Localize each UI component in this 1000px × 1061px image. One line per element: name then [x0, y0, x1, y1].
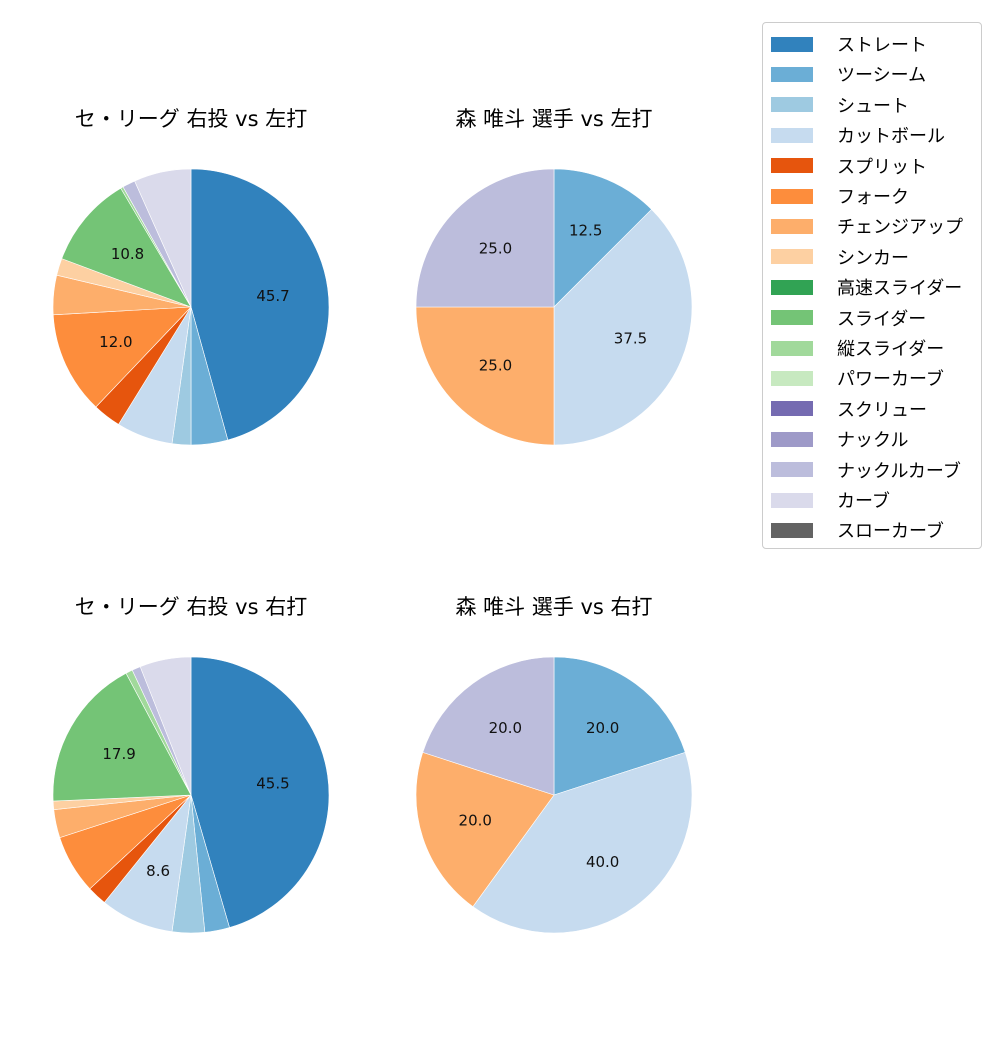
legend-swatch: [771, 492, 813, 508]
chart-title: 森 唯斗 選手 vs 左打: [455, 107, 653, 131]
legend-label: スライダー: [837, 308, 927, 330]
legend-label: シュート: [837, 95, 909, 117]
pie-slice: [553, 208, 693, 446]
pie-slice: [190, 656, 330, 928]
slice-value-label: 25.0: [479, 239, 512, 257]
legend-item: チェンジアップ: [771, 215, 963, 239]
legend-swatch: [771, 249, 813, 265]
legend-label: ナックルカーブ: [837, 460, 961, 482]
slice-value-label: 17.9: [102, 745, 135, 763]
chart-title: セ・リーグ 右投 vs 左打: [74, 107, 308, 131]
legend-item: スローカーブ: [771, 519, 944, 543]
legend-label: 縦スライダー: [837, 339, 945, 360]
legend-swatch: [771, 431, 813, 447]
legend-swatch: [771, 310, 813, 326]
legend-swatch: [771, 370, 813, 386]
chart-title: セ・リーグ 右投 vs 右打: [74, 595, 308, 619]
slice-value-label: 45.7: [256, 287, 289, 305]
legend-swatch: [771, 127, 813, 143]
legend-swatch: [771, 522, 813, 538]
legend-item: シュート: [771, 94, 909, 117]
legend-swatch: [771, 462, 813, 478]
slice-value-label: 12.0: [99, 333, 132, 351]
pie-slice: [422, 656, 555, 796]
legend-item: ストレート: [771, 33, 927, 56]
pie-panel-league-vs-right: セ・リーグ 右投 vs 右打 45.5 8.6 17.9: [11, 591, 371, 1061]
slice-value-label: 8.6: [146, 862, 170, 880]
legend-item: パワーカーブ: [771, 367, 944, 391]
legend-swatch: [771, 66, 813, 82]
slice-value-label: 25.0: [479, 357, 512, 375]
pie-slice: [553, 656, 686, 796]
legend-swatch: [771, 279, 813, 295]
legend-label: スクリュー: [837, 399, 927, 421]
legend-label: シンカー: [837, 247, 909, 269]
pie-slice: [415, 168, 555, 308]
legend-item: シンカー: [771, 246, 909, 269]
legend-item: フォーク: [771, 185, 909, 208]
legend: ストレートツーシームシュートカットボール スプリットフォークチェンジアップ シンカー…: [762, 22, 982, 549]
pie-panel-league-vs-left: セ・リーグ 右投 vs 左打 45.7 12.0 10.8: [11, 103, 371, 573]
legend-label: ツーシーム: [837, 65, 927, 87]
slice-value-label: 20.0: [489, 719, 522, 737]
legend-item: スプリット: [771, 155, 927, 178]
legend-label: パワーカーブ: [837, 369, 944, 391]
legend-label: チェンジアップ: [837, 217, 963, 239]
legend-item: ナックル: [771, 428, 909, 452]
pie-chart: 12.5 37.5 25.0 25.0: [415, 168, 693, 446]
legend-item: スクリュー: [771, 398, 927, 421]
pie-chart: 45.7 12.0 10.8: [52, 168, 330, 446]
pie-slice: [52, 672, 192, 802]
legend-swatch: [771, 218, 813, 234]
legend-label: スプリット: [837, 156, 927, 178]
pie-slice: [472, 751, 693, 934]
pie-slice: [139, 656, 192, 796]
pie-slice: [553, 168, 653, 308]
pie-chart: 45.5 8.6 17.9: [52, 656, 330, 934]
legend-swatch: [771, 188, 813, 204]
legend-swatch: [771, 36, 813, 52]
slice-value-label: 37.5: [614, 330, 647, 348]
legend-item: カーブ: [771, 489, 890, 512]
pie-panel-player-vs-right: 森 唯斗 選手 vs 右打 20.0 40.0 20.0 20.0: [374, 591, 734, 1061]
pie-panel-player-vs-left: 森 唯斗 選手 vs 左打 12.5 37.5 25.0 25.0: [374, 103, 734, 573]
legend-label: ストレート: [837, 35, 927, 56]
legend-swatch: [771, 97, 813, 113]
slice-value-label: 20.0: [459, 812, 492, 830]
chart-title: 森 唯斗 選手 vs 右打: [455, 595, 653, 619]
legend-label: フォーク: [837, 187, 909, 208]
legend-label: ナックル: [837, 430, 909, 452]
legend-item: スライダー: [771, 307, 927, 330]
pie-slice: [415, 306, 555, 446]
slice-value-label: 45.5: [256, 774, 289, 792]
pie-chart: 20.0 40.0 20.0 20.0: [415, 656, 693, 934]
slice-value-label: 40.0: [586, 853, 619, 871]
slice-value-label: 10.8: [111, 245, 144, 263]
slice-value-label: 20.0: [586, 719, 619, 737]
legend-label: 高速スライダー: [837, 278, 963, 300]
legend-item: カットボール: [771, 124, 945, 148]
legend-item: ツーシーム: [771, 63, 927, 87]
pie-slice: [52, 306, 192, 408]
legend-item: ナックルカーブ: [771, 459, 961, 482]
legend-label: カットボール: [837, 126, 945, 148]
slice-value-label: 12.5: [569, 222, 602, 240]
pie-slice: [61, 187, 192, 308]
legend-swatch: [771, 158, 813, 174]
pie-slice: [134, 168, 192, 308]
pie-slice: [415, 751, 555, 908]
legend-item: 縦スライダー: [771, 337, 945, 360]
legend-label: スローカーブ: [837, 521, 944, 543]
legend-item: 高速スライダー: [771, 276, 963, 300]
legend-label: カーブ: [837, 491, 890, 512]
legend-swatch: [771, 340, 813, 356]
pie-slice: [190, 168, 330, 441]
legend-swatch: [771, 401, 813, 417]
